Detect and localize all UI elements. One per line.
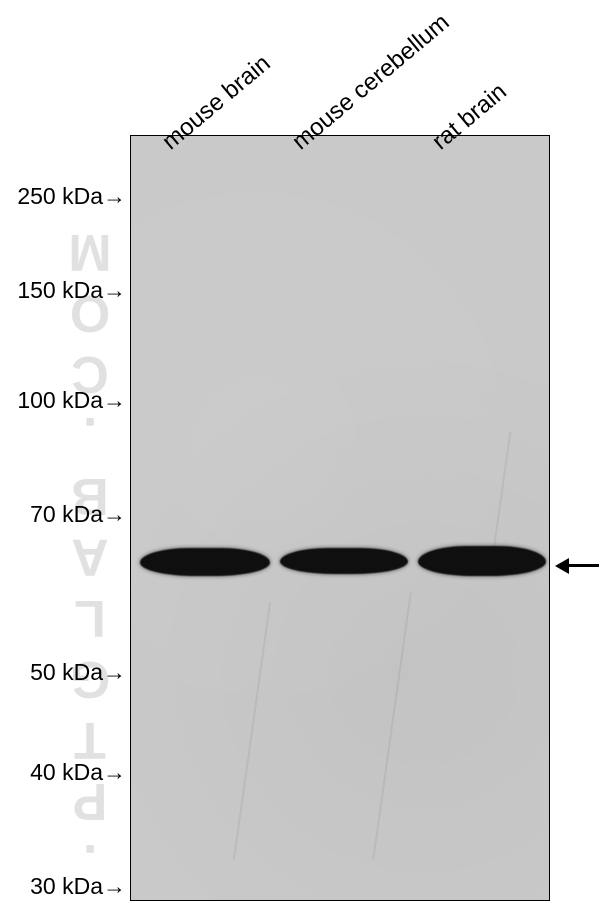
blot-band	[280, 548, 408, 574]
arrow-line-icon	[569, 564, 599, 567]
mw-marker: 50 kDa→	[6, 659, 126, 686]
membrane-streak	[493, 431, 512, 550]
arrow-head-icon	[555, 558, 569, 574]
mw-marker: 70 kDa→	[6, 501, 126, 528]
blot-figure: WWW.PTGLAB.COM mouse brain mouse cerebel…	[0, 0, 600, 903]
membrane-streak	[372, 592, 412, 860]
mw-marker: 250 kDa→	[6, 183, 126, 210]
band-indicator-arrow	[555, 548, 599, 580]
blot-band	[140, 548, 270, 576]
mw-marker: 40 kDa→	[6, 759, 126, 786]
mw-marker: 100 kDa→	[6, 387, 126, 414]
membrane-streak	[233, 602, 271, 860]
mw-marker: 30 kDa→	[6, 873, 126, 900]
blot-band	[418, 546, 546, 576]
blot-membrane	[130, 135, 550, 901]
watermark-text: WWW.PTGLAB.COM	[60, 220, 120, 903]
mw-marker: 150 kDa→	[6, 277, 126, 304]
